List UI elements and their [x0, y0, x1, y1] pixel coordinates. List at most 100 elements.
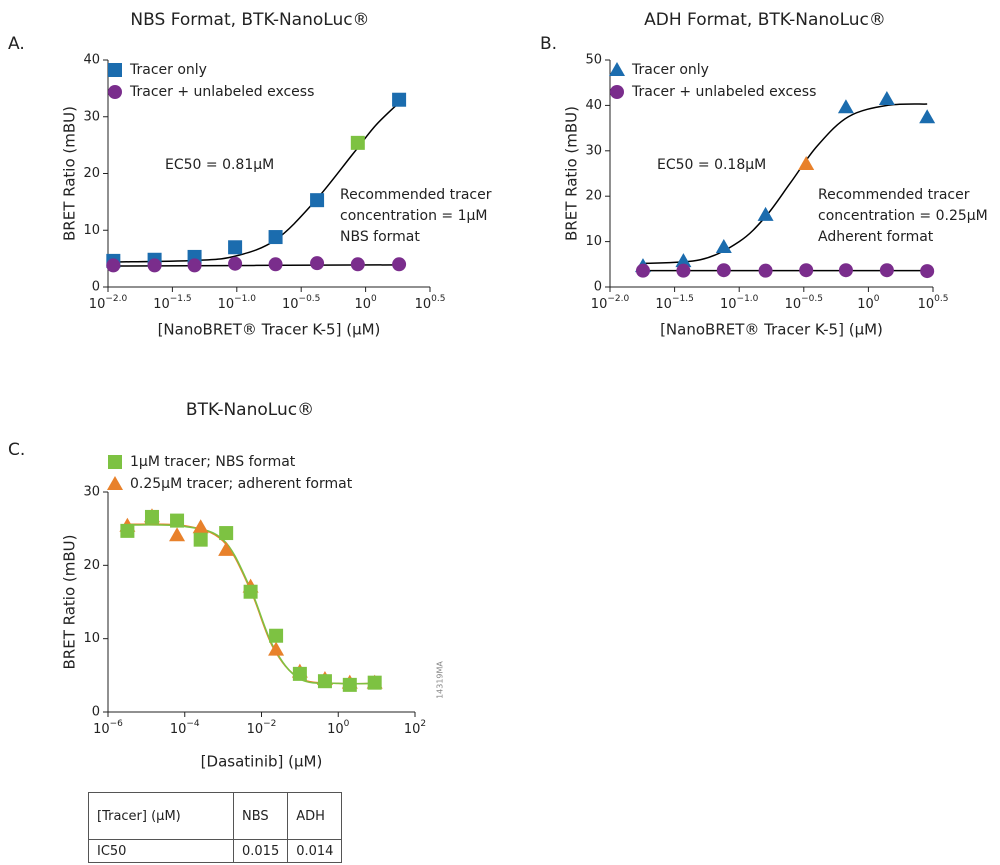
y-tick-label: 20: [83, 558, 100, 573]
legend-marker: [609, 62, 625, 76]
chart-title: ADH Format, BTK-NanoLuc®: [644, 10, 886, 30]
y-tick-label: 30: [83, 485, 100, 500]
x-tick-label: 10−1.5: [153, 294, 191, 312]
marker: [367, 675, 382, 690]
legend-label: 1µM tracer; NBS format: [130, 454, 296, 470]
marker: [798, 155, 815, 170]
x-tick-label: 10−1.0: [218, 294, 257, 312]
marker: [676, 263, 691, 278]
y-tick-label: 0: [92, 280, 100, 295]
marker: [317, 674, 332, 689]
marker: [218, 541, 235, 556]
table-cell: NBS: [232, 792, 289, 840]
marker: [757, 206, 774, 221]
legend-marker: [108, 85, 122, 99]
legend-marker: [610, 85, 624, 99]
table-cell: 0.015: [232, 839, 289, 863]
table-cell: [Tracer] (µM): [88, 792, 234, 840]
marker: [878, 91, 895, 106]
marker: [169, 527, 186, 542]
x-tick-label: 10−1.0: [720, 294, 759, 312]
y-tick-label: 10: [83, 223, 100, 238]
table-row: [Tracer] (µM) NBS ADH: [88, 792, 343, 840]
legend-marker: [108, 63, 122, 77]
marker: [350, 257, 365, 272]
legend-label: Tracer only: [631, 62, 709, 78]
y-tick-label: 20: [585, 189, 602, 204]
panel-label: A.: [8, 34, 25, 54]
legend-label: Tracer only: [129, 62, 207, 78]
y-tick-label: 0: [594, 280, 602, 295]
marker: [120, 523, 135, 538]
x-tick-label: 100: [857, 294, 880, 312]
marker: [635, 263, 650, 278]
figure-code: 14319MA: [436, 661, 445, 699]
marker: [228, 240, 243, 255]
marker: [269, 628, 284, 643]
chart-title: NBS Format, BTK-NanoLuc®: [130, 10, 369, 30]
x-tick-label: 10−0.5: [282, 294, 320, 312]
annotation: EC50 = 0.81µM: [165, 157, 274, 173]
table-row: IC50 0.015 0.014: [88, 839, 343, 863]
x-axis-label: [NanoBRET® Tracer K-5] (µM): [660, 321, 883, 339]
x-axis-label: [NanoBRET® Tracer K-5] (µM): [158, 321, 381, 339]
x-tick-label: 100: [327, 719, 350, 737]
marker: [170, 513, 185, 528]
y-tick-label: 30: [83, 109, 100, 124]
marker: [310, 256, 325, 271]
legend-label: Tracer + unlabeled excess: [129, 84, 314, 100]
chart-title: BTK-NanoLuc®: [186, 400, 314, 420]
y-tick-label: 40: [83, 53, 100, 68]
legend-label: 0.25µM tracer; adherent format: [130, 476, 353, 492]
panel-label: C.: [8, 440, 25, 460]
marker: [715, 239, 732, 254]
marker: [838, 263, 853, 278]
x-tick-label: 10−6: [93, 719, 123, 737]
marker: [268, 641, 285, 656]
x-tick-label: 100.5: [918, 294, 949, 312]
table-cell: ADH: [287, 792, 343, 840]
x-tick-label: 10−2: [247, 719, 277, 737]
marker: [268, 230, 283, 245]
annotation: concentration = 0.25µM: [818, 208, 988, 224]
x-tick-label: 100.5: [415, 294, 446, 312]
marker: [292, 666, 307, 681]
x-tick-label: 10−4: [170, 719, 200, 737]
x-tick-label: 10−0.5: [785, 294, 823, 312]
marker: [837, 99, 854, 114]
x-tick-label: 10−1.5: [655, 294, 693, 312]
annotation: EC50 = 0.18µM: [657, 157, 766, 173]
marker: [392, 257, 407, 272]
y-tick-label: 30: [585, 143, 602, 158]
fit-curve: [127, 524, 375, 685]
marker: [879, 263, 894, 278]
legend-marker: [107, 476, 123, 490]
annotation: Recommended tracer: [340, 187, 492, 203]
y-tick-label: 40: [585, 98, 602, 113]
y-axis-label: BRET Ratio (mBU): [61, 535, 79, 670]
annotation: NBS format: [340, 229, 420, 245]
fit-curve: [113, 264, 400, 267]
marker: [920, 264, 935, 279]
y-axis-label: BRET Ratio (mBU): [61, 106, 79, 241]
annotation: Recommended tracer: [818, 187, 970, 203]
y-tick-label: 10: [83, 631, 100, 646]
marker: [243, 584, 258, 599]
marker: [106, 258, 121, 273]
y-tick-label: 50: [585, 53, 602, 68]
y-axis-label: BRET Ratio (mBU): [563, 106, 581, 241]
legend-label: Tracer + unlabeled excess: [631, 84, 816, 100]
ic50-table: [Tracer] (µM) NBS ADH IC50 0.015 0.014: [88, 792, 343, 863]
y-tick-label: 10: [585, 234, 602, 249]
y-tick-label: 0: [92, 705, 100, 720]
marker: [799, 263, 814, 278]
marker: [675, 253, 692, 268]
annotation: concentration = 1µM: [340, 208, 488, 224]
fit-curve: [642, 103, 928, 265]
x-tick-label: 10−2.0: [591, 294, 630, 312]
marker: [144, 509, 159, 524]
marker: [350, 135, 365, 150]
x-axis-label: [Dasatinib] (µM): [201, 753, 323, 771]
